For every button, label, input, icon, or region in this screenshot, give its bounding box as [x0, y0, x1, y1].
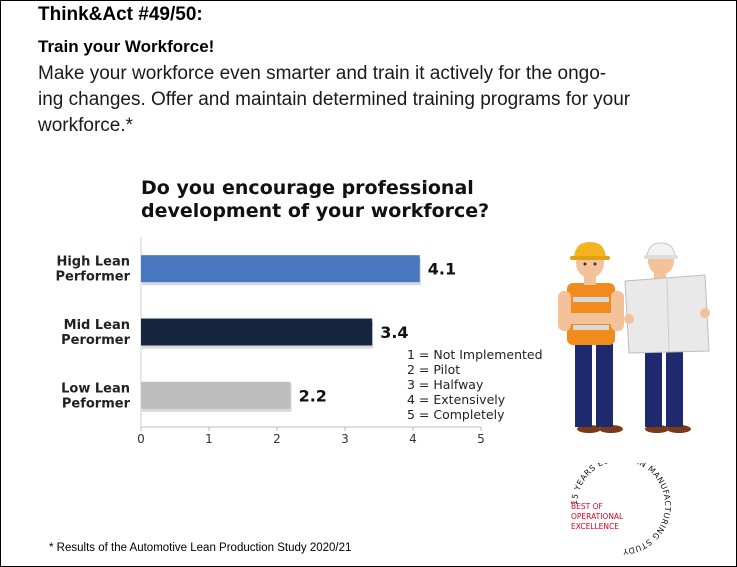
- x-tick-label: 1: [205, 432, 213, 446]
- legend-entry: 5 = Completely: [407, 407, 505, 422]
- category-label: Mid Lean: [64, 318, 130, 333]
- x-tick-label: 5: [477, 432, 485, 446]
- intro-line: Make your workforce even smarter and tra…: [38, 63, 607, 84]
- x-tick-label: 0: [137, 432, 145, 446]
- chart-title-line: development of your workforce?: [141, 200, 490, 222]
- page-title: Think&Act #49/50:: [38, 4, 203, 25]
- legend-entry: 2 = Pilot: [407, 362, 461, 377]
- category-label: Peformer: [62, 396, 131, 411]
- legend-entry: 4 = Extensively: [407, 392, 506, 407]
- page-subtitle: Train your Workforce!: [38, 37, 215, 56]
- worker-left: [558, 242, 624, 433]
- category-label: Perormer: [61, 333, 130, 348]
- badge-line: EXCELLENCE: [571, 522, 619, 531]
- badge-line: BEST OF: [571, 502, 603, 511]
- footnote: * Results of the Automotive Lean Product…: [49, 542, 352, 554]
- x-tick-label: 3: [341, 432, 349, 446]
- chart-title: Do you encourage professional developmen…: [141, 177, 489, 223]
- bar: [141, 381, 291, 409]
- scale-legend: 1 = Not Implemented 2 = Pilot 3 = Halfwa…: [407, 347, 543, 422]
- bar-value-label: 2.2: [299, 386, 327, 405]
- bar: [141, 255, 420, 283]
- intro-paragraph: Make your workforce even smarter and tra…: [38, 61, 713, 139]
- category-label: High Lean: [56, 255, 130, 270]
- bar-value-label: 4.1: [428, 260, 456, 279]
- bar: [141, 318, 373, 346]
- construction-workers-reading-plan-icon: [558, 242, 710, 433]
- intro-line: ing changes. Offer and maintain determin…: [38, 89, 631, 110]
- bar-value-label: 3.4: [380, 323, 408, 342]
- category-label: Low Lean: [61, 381, 130, 396]
- category-label: Performer: [55, 270, 130, 285]
- study-badge-logo: 15 YEARS EUROPEAN MANUFACTURING STUDY BE…: [570, 463, 672, 556]
- badge-line: OPERATIONAL: [571, 512, 624, 521]
- worker-right: [624, 242, 710, 433]
- legend-entry: 1 = Not Implemented: [407, 347, 543, 362]
- legend-entry: 3 = Halfway: [407, 377, 484, 392]
- x-tick-label: 4: [409, 432, 417, 446]
- chart-title-line: Do you encourage professional: [141, 177, 474, 199]
- x-tick-label: 2: [273, 432, 281, 446]
- intro-line: workforce.*: [38, 115, 134, 136]
